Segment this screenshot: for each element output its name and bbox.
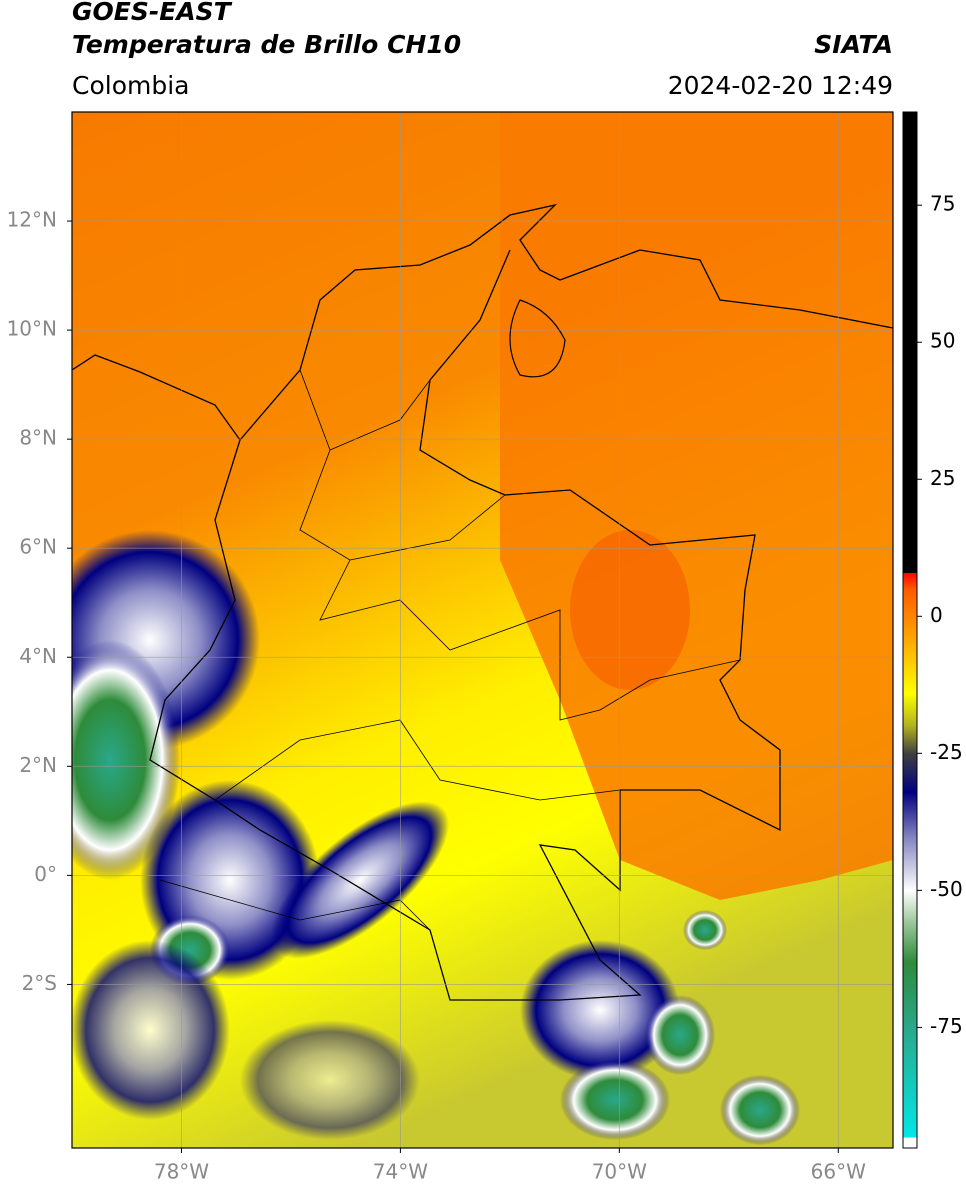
colorbar-segment	[903, 638, 917, 694]
colorbar-tick-label: -75	[930, 1014, 963, 1038]
colorbar-segment	[903, 835, 917, 891]
colorbar-segment	[903, 917, 917, 963]
region: Colombia	[72, 71, 189, 100]
y-tick-label: 12°N	[7, 208, 57, 232]
colorbar-frame	[902, 111, 918, 1149]
y-tick-label: 10°N	[7, 317, 57, 341]
colorbar-segment	[903, 112, 917, 573]
y-tick-label: 2°N	[19, 753, 57, 777]
source: SIATA	[814, 30, 893, 59]
subtitle: Temperatura de Brillo CH10	[72, 30, 461, 59]
colorbar-segment	[903, 890, 917, 919]
y-tick-label: 6°N	[19, 535, 57, 559]
colorbar-segment	[903, 791, 917, 837]
colorbar-segment	[903, 572, 917, 590]
map-frame	[71, 111, 894, 1149]
colorbar-tick-label: 25	[930, 466, 955, 490]
y-tick-label: 8°N	[19, 426, 57, 450]
y-tick-label: 2°S	[22, 971, 57, 995]
colorbar-tick-label: 0	[930, 603, 943, 627]
colorbar-segment	[903, 961, 917, 1028]
colorbar-tick-label: 50	[930, 329, 955, 353]
satellite-image	[72, 112, 893, 1148]
colorbar-tick-label: -50	[930, 877, 963, 901]
colorbar-tick-label: 75	[930, 192, 955, 216]
colorbar-segment	[903, 693, 917, 727]
y-tick-label: 4°N	[19, 644, 57, 668]
colorbar-segment	[903, 588, 917, 639]
colorbar-segment	[903, 725, 917, 754]
colorbar-tick-label: -25	[930, 740, 963, 764]
x-tick-label: 78°W	[154, 1160, 209, 1184]
colorbar-segment	[903, 1137, 917, 1149]
x-tick-label: 74°W	[373, 1160, 428, 1184]
colorbar-segment	[903, 753, 917, 793]
y-tick-label: 0°	[34, 862, 57, 886]
timestamp: 2024-02-20 12:49	[668, 71, 893, 100]
x-tick-label: 70°W	[592, 1160, 647, 1184]
x-tick-label: 66°W	[811, 1160, 866, 1184]
colorbar-segment	[903, 1027, 917, 1138]
title: GOES-EAST	[72, 0, 233, 26]
